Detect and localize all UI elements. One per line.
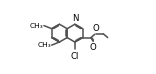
Text: O: O <box>90 43 97 52</box>
Text: CH₃: CH₃ <box>37 42 51 48</box>
Text: O: O <box>92 24 99 33</box>
Text: Cl: Cl <box>71 52 79 61</box>
Text: CH₃: CH₃ <box>30 23 43 29</box>
Text: N: N <box>72 14 78 23</box>
